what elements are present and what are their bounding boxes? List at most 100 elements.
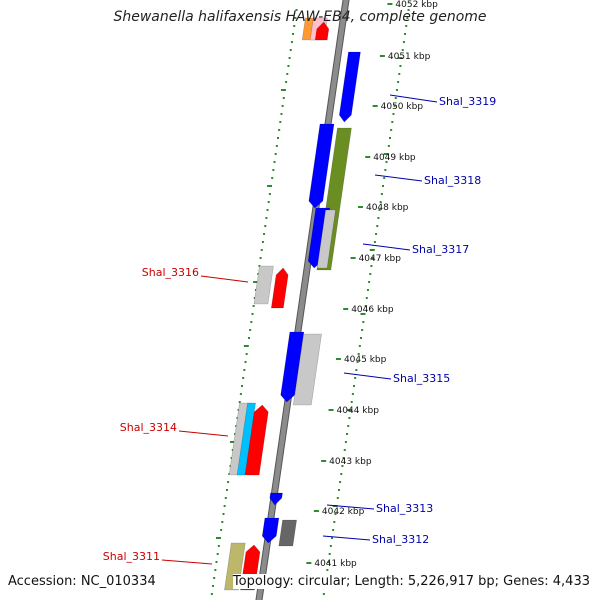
gene-reverse [270,267,289,309]
ring-left-dot [220,529,223,531]
scale-label: 4044 kbp [337,406,380,416]
ring-right-dot [330,537,333,539]
ring-right-dot [394,97,397,99]
ring-right-dot [384,169,387,171]
ring-right-dot [326,569,329,571]
gene-label-leader [200,275,249,283]
ring-left-dot [274,153,277,155]
ring-left-dot [260,249,263,251]
ring-right-dot [357,353,360,355]
ring-right-dot [399,65,402,67]
ring-right-dot [398,73,401,75]
ring-right-dot [369,273,372,275]
ring-left-dot [243,369,246,371]
ring-right-dot [392,113,395,115]
ring-right-dot [336,497,339,499]
gene-label: Shal_3312 [372,533,429,546]
ring-right-dot [379,201,382,203]
ring-right-dot [373,241,376,243]
ring-right-dot [353,385,356,387]
feature-pseudo [253,265,274,305]
ring-left-dot [285,81,288,83]
scale-label: 4045 kbp [344,355,387,365]
ring-left-dot [281,105,284,107]
ring-right-dot [404,33,407,35]
ring-left-dot [229,465,232,467]
gene-label: Shal_3311 [103,550,160,563]
accession-label: Accession: NC_010334 [8,574,156,589]
gene-label-leader [343,372,392,380]
gene-forward [308,123,335,209]
ring-right-dot [329,545,332,547]
ring-right-dot [344,441,347,443]
ring-right-dot [380,193,383,195]
ring-right-dot [393,105,396,107]
ring-right-dot [355,369,358,371]
ring-left-dot [276,137,279,139]
gene-label: Shal_3318 [424,174,481,187]
gene-reverse [244,404,269,476]
ring-left-dot [267,201,270,203]
feature-pseudo [292,333,322,406]
gene-features [224,17,361,591]
ring-left-dot [217,545,220,547]
ring-left-dot [241,385,244,387]
ring-left-dot [242,377,245,379]
gene-forward [261,517,280,544]
ring-right-dot [371,257,374,259]
ring-right-dot [358,345,361,347]
ring-left-dot [249,329,252,331]
ring-right-dot [356,361,359,363]
ring-right-dot [364,305,367,307]
ring-left-dot [223,505,226,507]
ring-right-dot [362,321,365,323]
ring-left-dot [290,41,293,43]
gene-label-leader [178,430,229,437]
scale-label: 4051 kbp [388,52,431,62]
ring-right-dot [405,25,408,27]
ring-left-dot [271,177,274,179]
ring-left-dot [224,497,227,499]
ring-left-dot [247,337,250,339]
gene-label: Shal_3317 [412,243,469,256]
ring-left-dot [250,321,253,323]
gene-forward [269,492,283,506]
scale-label: 4043 kbp [329,457,372,467]
ring-left-dot [216,553,219,555]
ring-left-dot [257,273,260,275]
ring-right-dot [368,281,371,283]
ring-left-dot [212,585,215,587]
ring-right-dot [343,449,346,451]
scale-label: 4047 kbp [359,254,402,264]
ring-left-dot [259,257,262,259]
ring-left-dot [289,49,292,51]
ring-right-dot [339,481,342,483]
gene-label: Shal_3319 [439,95,496,108]
ring-right-dot [395,89,398,91]
scale-label: 4052 kbp [395,0,438,10]
scale-label: 4048 kbp [366,203,409,213]
ring-left-dot [275,145,278,147]
ring-right-dot [332,529,335,531]
gene-label: Shal_3313 [376,502,433,515]
ring-right-dot [340,473,343,475]
ring-left-dot [231,449,234,451]
ring-left-dot [213,577,216,579]
ring-left-dot [263,233,266,235]
gene-label-leader [362,243,411,251]
gene-label-leader [326,504,375,510]
outer-ring-right [322,9,410,595]
ring-left-dot [282,97,285,99]
ring-right-dot [365,297,368,299]
ring-left-dot [238,401,241,403]
ring-left-dot [227,481,230,483]
ring-left-dot [268,193,271,195]
gene-label: Shal_3314 [120,421,177,434]
ring-left-dot [279,121,282,123]
ring-left-dot [235,425,238,427]
ring-left-dot [230,457,233,459]
gene-label-leader [374,174,423,182]
map-title: Shewanella halifaxensis HAW-EB4, complet… [113,9,487,25]
ring-left-dot [264,225,267,227]
